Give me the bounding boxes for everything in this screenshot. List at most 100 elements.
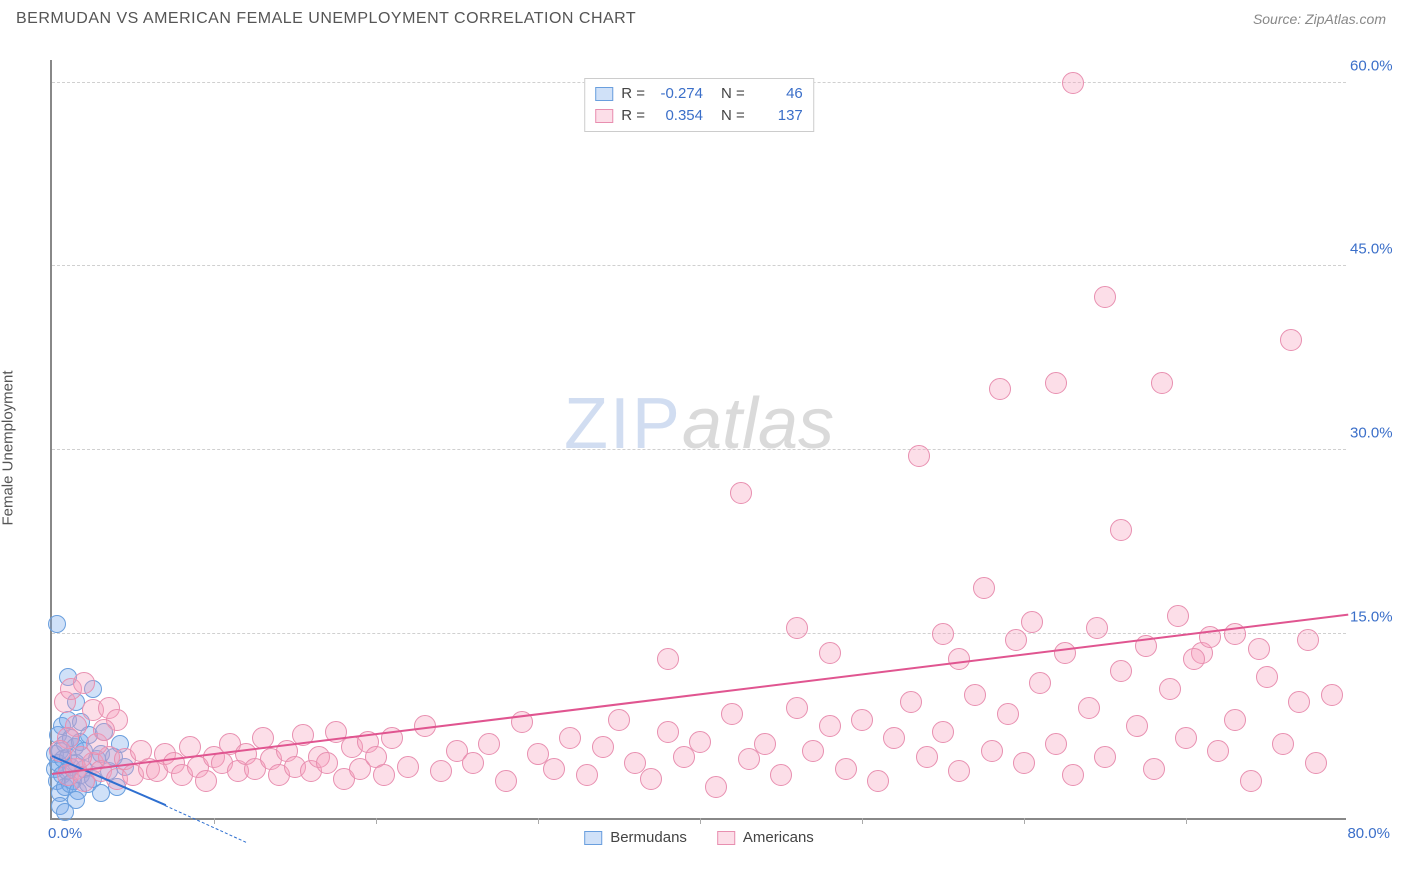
legend-item: Bermudans [584, 829, 687, 846]
data-point [730, 482, 752, 504]
data-point [48, 615, 66, 633]
data-point [1021, 611, 1043, 633]
data-point [835, 758, 857, 780]
data-point [1110, 660, 1132, 682]
gridline [52, 265, 1346, 266]
x-tick-mark [538, 818, 539, 824]
data-point [948, 648, 970, 670]
watermark-atlas: atlas [682, 384, 834, 464]
x-tick-mark [1024, 818, 1025, 824]
data-point [1280, 329, 1302, 351]
data-point [705, 776, 727, 798]
data-point [1151, 372, 1173, 394]
data-point [93, 719, 115, 741]
data-point [721, 703, 743, 725]
legend-label: Americans [743, 829, 814, 846]
data-point [73, 672, 95, 694]
data-point [1288, 691, 1310, 713]
trend-line [165, 805, 246, 843]
data-point [948, 760, 970, 782]
data-point [1224, 709, 1246, 731]
data-point [1045, 372, 1067, 394]
x-tick-mark [862, 818, 863, 824]
x-tick-mark [1186, 818, 1187, 824]
data-point [1110, 519, 1132, 541]
data-point [1029, 672, 1051, 694]
data-point [1094, 286, 1116, 308]
stat-n-label: N = [721, 83, 745, 105]
data-point [770, 764, 792, 786]
x-tick-mark [700, 818, 701, 824]
data-point [1297, 629, 1319, 651]
legend-swatch [584, 831, 602, 845]
data-point [1321, 684, 1343, 706]
data-point [640, 768, 662, 790]
legend-swatch [595, 109, 613, 123]
legend-swatch [717, 831, 735, 845]
stat-n-label: N = [721, 105, 745, 127]
data-point [373, 764, 395, 786]
stat-r-label: R = [621, 105, 645, 127]
data-point [900, 691, 922, 713]
data-point [802, 740, 824, 762]
legend-swatch [595, 87, 613, 101]
data-point [1167, 605, 1189, 627]
y-tick-label: 60.0% [1350, 57, 1398, 74]
chart-source: Source: ZipAtlas.com [1253, 11, 1386, 27]
data-point [1126, 715, 1148, 737]
data-point [1094, 746, 1116, 768]
data-point [1062, 72, 1084, 94]
data-point [657, 721, 679, 743]
y-axis-label: Female Unemployment [0, 370, 17, 525]
y-tick-label: 15.0% [1350, 609, 1398, 626]
x-tick-mark [214, 818, 215, 824]
chart-title: BERMUDAN VS AMERICAN FEMALE UNEMPLOYMENT… [16, 10, 636, 28]
data-point [478, 733, 500, 755]
data-point [883, 727, 905, 749]
data-point [867, 770, 889, 792]
gridline [52, 449, 1346, 450]
data-point [1175, 727, 1197, 749]
data-point [1272, 733, 1294, 755]
watermark: ZIPatlas [564, 383, 834, 465]
data-point [1045, 733, 1067, 755]
x-tick-mark [376, 818, 377, 824]
data-point [932, 623, 954, 645]
data-point [973, 577, 995, 599]
data-point [1143, 758, 1165, 780]
data-point [1013, 752, 1035, 774]
stat-n-value: 46 [753, 83, 803, 105]
data-point [786, 697, 808, 719]
data-point [195, 770, 217, 792]
stat-r-label: R = [621, 83, 645, 105]
data-point [462, 752, 484, 774]
data-point [1207, 740, 1229, 762]
data-point [67, 791, 85, 809]
data-point [1086, 617, 1108, 639]
legend-label: Bermudans [610, 829, 687, 846]
data-point [1005, 629, 1027, 651]
data-point [559, 727, 581, 749]
x-tick-right: 80.0% [1347, 825, 1390, 842]
stat-n-value: 137 [753, 105, 803, 127]
data-point [1240, 770, 1262, 792]
data-point [1256, 666, 1278, 688]
data-point [1248, 638, 1270, 660]
data-point [543, 758, 565, 780]
data-point [689, 731, 711, 753]
data-point [1062, 764, 1084, 786]
stat-r-value: 0.354 [653, 105, 703, 127]
legend-item: Americans [717, 829, 814, 846]
data-point [908, 445, 930, 467]
chart-container: Female Unemployment ZIPatlas 15.0%30.0%4… [16, 44, 1390, 852]
data-point [786, 617, 808, 639]
data-point [916, 746, 938, 768]
data-point [932, 721, 954, 743]
data-point [989, 378, 1011, 400]
stat-r-value: -0.274 [653, 83, 703, 105]
data-point [397, 756, 419, 778]
data-point [851, 709, 873, 731]
data-point [1054, 642, 1076, 664]
x-tick-left: 0.0% [48, 825, 82, 842]
stats-row: R = 0.354 N = 137 [595, 105, 803, 127]
